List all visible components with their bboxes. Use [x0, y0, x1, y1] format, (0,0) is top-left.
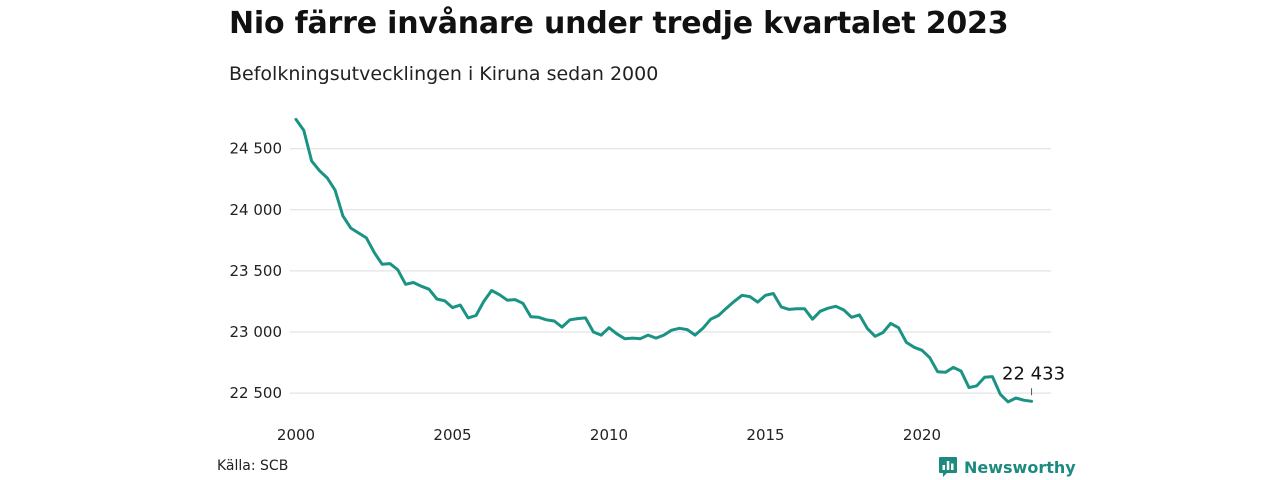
y-tick-label: 22 500 [230, 384, 283, 402]
y-tick-label: 24 500 [230, 140, 283, 158]
y-axis-ticks: 22 500 23 000 23 500 24 000 24 500 [230, 140, 283, 402]
y-tick-label: 23 000 [230, 323, 283, 341]
chart-subtitle: Befolkningsutvecklingen i Kiruna sedan 2… [229, 63, 659, 85]
x-tick-label: 2005 [433, 426, 471, 444]
bar-chart-logo-icon [939, 457, 957, 477]
gridlines [290, 148, 1051, 394]
y-tick-label: 23 500 [230, 262, 283, 280]
annotation: 22 433 [1002, 363, 1065, 396]
series-line [294, 117, 1034, 404]
series-layer [294, 117, 1034, 404]
x-tick-label: 2000 [277, 426, 315, 444]
chart-title: Nio färre invånare under tredje kvartale… [229, 6, 1009, 41]
x-axis-ticks: 2000 2005 2010 2015 2020 [277, 426, 941, 444]
x-tick-label: 2010 [590, 426, 628, 444]
source-note: Källa: SCB [217, 458, 289, 474]
brand-name: Newsworthy [964, 457, 1076, 477]
x-tick-label: 2020 [903, 426, 941, 444]
brand-logo[interactable]: Newsworthy [938, 456, 1076, 478]
x-tick-label: 2015 [746, 426, 784, 444]
y-tick-label: 24 000 [230, 201, 283, 219]
end-value-label: 22 433 [1002, 363, 1065, 384]
